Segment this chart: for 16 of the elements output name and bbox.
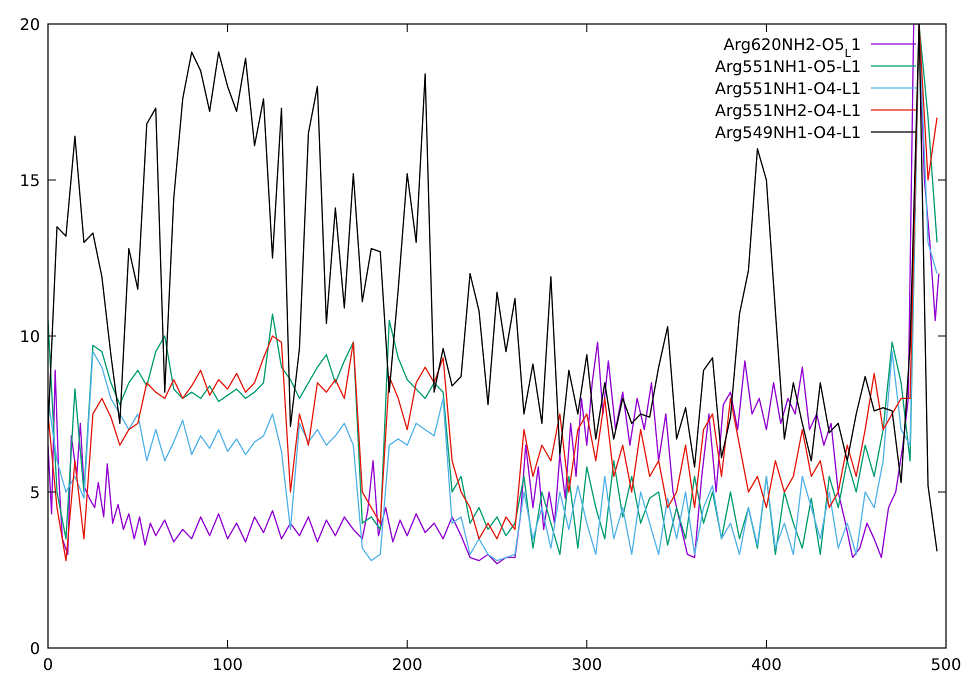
x-tick-label: 0 — [42, 655, 54, 674]
x-tick-label: 400 — [751, 655, 782, 674]
x-tick-label: 300 — [572, 655, 602, 674]
x-tick-label: 200 — [392, 655, 422, 674]
y-tick-label: 5 — [30, 483, 40, 502]
legend-label: Arg551NH1-O5-L1 — [715, 57, 861, 76]
y-tick-label: 20 — [20, 15, 40, 34]
y-tick-label: 15 — [20, 171, 40, 190]
legend-label: Arg620NH2-O5$_{L}$1 — [723, 35, 861, 60]
x-tick-label: 100 — [212, 655, 243, 674]
legend-label: Arg549NH1-O4-L1 — [715, 123, 861, 142]
y-tick-label: 10 — [20, 327, 40, 346]
legend-label: Arg551NH1-O4-L1 — [715, 79, 861, 98]
legend-label: Arg551NH2-O4-L1 — [715, 101, 861, 120]
x-tick-label: 500 — [930, 655, 962, 674]
y-tick-label: 0 — [30, 639, 40, 658]
